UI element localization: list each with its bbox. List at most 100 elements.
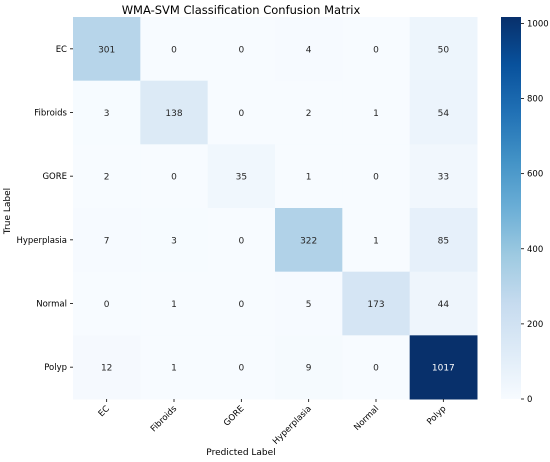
- heatmap-cell: [207, 144, 276, 209]
- cell-value-label: 50: [438, 45, 450, 55]
- cell-value-label: 173: [367, 300, 384, 310]
- y-tick-label: EC: [56, 45, 67, 55]
- heatmap-cell: [140, 335, 209, 400]
- heatmap-cell: [73, 144, 141, 209]
- cell-value-label: 33: [438, 173, 449, 183]
- cell-value-label: 4: [306, 45, 312, 55]
- x-tick-label: EC: [97, 404, 112, 419]
- y-tick-label: Normal: [36, 300, 67, 310]
- colorbar-tick-label: 1000: [527, 19, 549, 29]
- colorbar-tick-label: 600: [527, 170, 543, 180]
- cell-value-label: 0: [373, 45, 379, 55]
- cell-value-label: 0: [373, 364, 379, 374]
- x-tick-label: Polyp: [425, 404, 448, 427]
- y-tick-label: GORE: [42, 172, 67, 182]
- cell-value-label: 85: [438, 236, 449, 246]
- y-tick-label: Polyp: [44, 363, 67, 373]
- cell-value-label: 3: [171, 236, 177, 246]
- cell-value-label: 1: [373, 236, 379, 246]
- cell-value-label: 0: [238, 236, 244, 246]
- chart-title: WMA-SVM Classification Confusion Matrix: [122, 3, 361, 17]
- x-axis-label: Predicted Label: [206, 448, 275, 458]
- heatmap-cell: [140, 208, 209, 273]
- x-tick-label: GORE: [222, 404, 246, 428]
- heatmap-cell: [409, 17, 478, 82]
- colorbar-tick-label: 400: [527, 245, 543, 255]
- heatmap-cell: [275, 17, 343, 82]
- heatmap-cell: [73, 80, 141, 145]
- heatmap-cell: [409, 144, 478, 209]
- heatmap-cell: [207, 335, 276, 400]
- cell-value-label: 0: [238, 109, 244, 119]
- y-tick-label: Hyperplasia: [16, 236, 67, 246]
- heatmap-cell: [207, 271, 276, 336]
- cell-value-label: 35: [236, 173, 247, 183]
- cell-value-label: 44: [438, 300, 450, 310]
- heatmap-cell: [73, 17, 141, 82]
- heatmap-cell: [140, 271, 209, 336]
- heatmap-cells: [73, 17, 478, 400]
- cell-value-label: 3: [104, 109, 110, 119]
- heatmap-cell: [73, 271, 141, 336]
- heatmap-cell: [73, 208, 141, 273]
- cell-value-label: 9: [306, 364, 312, 374]
- x-axis-ticks: EC Fibroids GORE Hyperplasia Normal Polyp: [97, 399, 448, 447]
- cell-value-label: 0: [238, 364, 244, 374]
- x-tick-label: Hyperplasia: [271, 404, 314, 447]
- colorbar-tick-label: 800: [527, 95, 543, 105]
- cell-value-label: 0: [238, 45, 244, 55]
- cell-value-label: 0: [171, 173, 177, 183]
- heatmap-cell: [409, 208, 478, 273]
- heatmap-cell: [409, 271, 478, 336]
- heatmap-cell: [140, 80, 209, 145]
- heatmap-cell: [342, 335, 411, 400]
- heatmap-cell: [140, 144, 209, 209]
- y-axis-label: True Label: [3, 188, 13, 235]
- heatmap-cell: [409, 80, 478, 145]
- cell-value-label: 0: [238, 300, 244, 310]
- cell-value-label: 0: [373, 173, 379, 183]
- heatmap-cell: [140, 17, 209, 82]
- cell-value-label: 1: [306, 173, 312, 183]
- heatmap-cell: [409, 335, 478, 400]
- y-tick-label: Fibroids: [34, 109, 67, 119]
- y-axis-ticks: EC Fibroids GORE Hyperplasia Normal Polyp: [16, 45, 73, 373]
- cell-value-label: 2: [306, 109, 312, 119]
- cell-value-label: 0: [104, 300, 110, 310]
- x-tick-label: Fibroids: [149, 404, 180, 435]
- heatmap-cell-labels: 301 0 0 4 0 50 3 138 0 2 1 54 2 0 35 1 0 33 7 3 0 322 1 85 0 1 0 5 1…: [98, 45, 455, 373]
- heatmap-cell: [342, 17, 411, 82]
- heatmap-cell: [207, 80, 276, 145]
- cell-value-label: 1: [171, 300, 177, 310]
- heatmap-cell: [275, 335, 343, 400]
- heatmap-cell: [342, 80, 411, 145]
- heatmap-cell: [342, 271, 411, 336]
- heatmap-cell: [275, 208, 343, 273]
- cell-value-label: 1: [171, 364, 177, 374]
- cell-value-label: 138: [165, 109, 182, 119]
- heatmap-cell: [207, 17, 276, 82]
- cell-value-label: 322: [300, 236, 317, 246]
- heatmap-cell: [73, 335, 141, 400]
- colorbar-tick-label: 200: [527, 320, 543, 330]
- cell-value-label: 12: [101, 364, 112, 374]
- cell-value-label: 5: [306, 300, 312, 310]
- heatmap-cell: [275, 271, 343, 336]
- cell-value-label: 0: [171, 45, 177, 55]
- cell-value-label: 301: [98, 45, 115, 55]
- cell-value-label: 7: [104, 236, 110, 246]
- cell-value-label: 1: [373, 109, 379, 119]
- cell-value-label: 1017: [432, 364, 455, 374]
- heatmap-cell: [275, 80, 343, 145]
- colorbar: [501, 17, 521, 399]
- cell-value-label: 54: [438, 109, 450, 119]
- heatmap-cell: [342, 144, 411, 209]
- heatmap-cell: [207, 208, 276, 273]
- x-tick-label: Normal: [352, 404, 381, 433]
- heatmap-cell: [342, 208, 411, 273]
- colorbar-tick-label: 0: [527, 395, 532, 405]
- colorbar-ticks: 0 200 400 600 800 1000: [521, 19, 549, 405]
- cell-value-label: 2: [104, 173, 110, 183]
